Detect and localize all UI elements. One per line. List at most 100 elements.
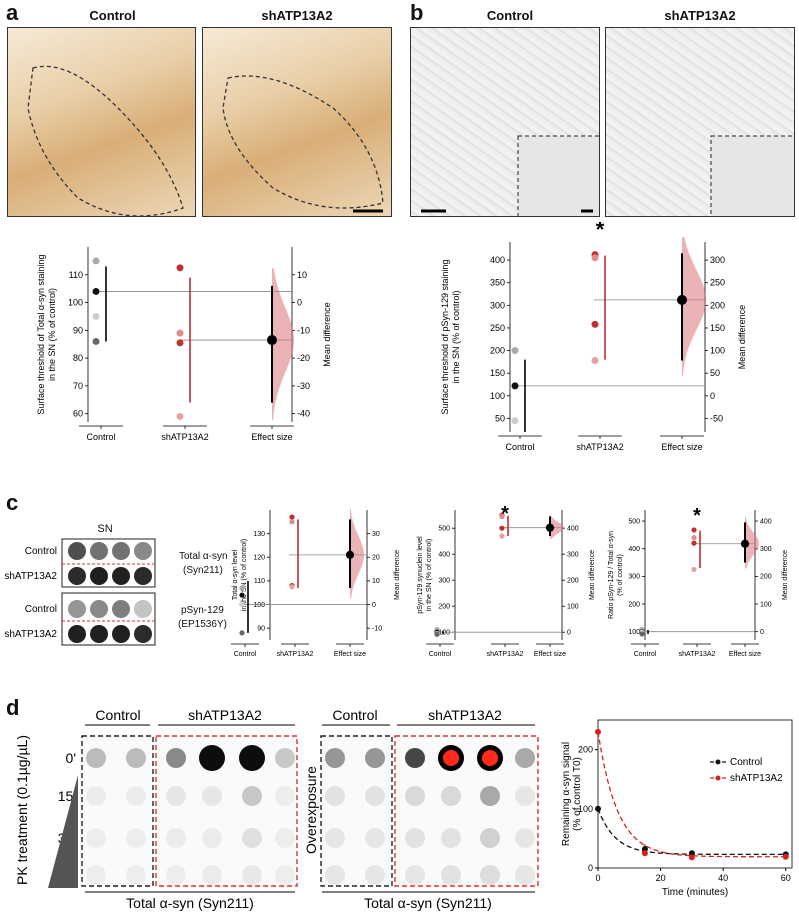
y2-axis-label: Mean difference [589,550,596,600]
d-dot-overexposed [480,786,500,806]
d-dot [275,828,295,848]
d-chart-frame [597,719,793,869]
chart-b: 50 100 150 200 250 300 350 400 300 250 200 150 100 50… [440,222,747,452]
d-dot-overexposed [515,786,535,806]
sh-point [691,566,697,573]
y-tick-label: 200 [628,601,640,608]
d-dot [126,748,146,768]
y2-tick-label: 10 [372,578,380,585]
sh-point [591,254,599,262]
blot-row-label: shATP13A2 [5,571,57,582]
control-point [639,631,645,637]
sh-point [289,584,295,590]
y2-tick-label: -10 [297,325,310,335]
x-tick-label: 0 [595,873,600,883]
y-axis-label: Ratio pSyn-129 / Total α-syn [608,531,615,619]
y-tick-label: 400 [628,546,640,553]
y-tick-label: 100 [253,602,265,609]
effect-point [545,523,555,532]
d-frame-control-right [320,735,393,887]
y2-axis-label: Mean difference [394,550,401,600]
d-saturation-red [482,750,498,766]
panel-letter-b: b [410,0,424,25]
d-dot-overexposed [480,865,500,885]
d-point [595,805,601,812]
sh-point [691,527,697,533]
panel-b-header-sh: shATP13A2 [664,8,736,23]
control-point [511,382,519,390]
effect-violin [745,516,759,569]
d-dot-overexposed [515,748,535,768]
d-dot [239,745,265,771]
x-tick-label: shATP13A2 [679,651,716,658]
x-axis-label: Time (minutes) [662,887,728,898]
d-dot [126,786,146,806]
blot-label-3: pSyn-129 [181,605,224,616]
control-point [434,631,440,637]
d-series-line [597,731,786,858]
y-tick-label: 100 [578,804,593,814]
y-axis-label: Remaining α-syn signal [561,742,572,846]
d-dot [86,748,106,768]
d-dot [126,828,146,848]
panel-letter-d: d [6,695,20,720]
d-point [688,850,695,857]
y-tick-label: 250 [490,323,505,333]
x-tick-label: Control [234,651,257,658]
blot-dot [68,567,86,585]
blot-dot [112,600,130,618]
y-tick-label: 350 [490,278,505,288]
panel-letter-a: a [6,0,19,25]
control-point [239,630,245,636]
y-tick-label: 50 [495,413,505,423]
x-tick-label: 60 [781,873,791,883]
y2-tick-label: 300 [710,255,725,265]
y-tick-label: 150 [490,368,505,378]
y2-tick-label: 0 [372,602,376,609]
y2-tick-label: 250 [710,278,725,288]
y2-tick-label: -20 [297,353,310,363]
sh-point [176,329,184,337]
d-dot-overexposed [365,865,385,885]
d-dot-overexposed [515,828,535,848]
d-dot [242,865,262,885]
y2-tick-label: -50 [710,413,723,423]
control-point [92,287,100,295]
panel-c-blot: Control shATP13A2 Control shATP13A2 [4,537,225,657]
y2-axis-label: Mean difference [322,302,332,366]
d-dot-overexposed [515,865,535,885]
blot-label-1: Total α-syn [179,551,228,562]
blot-dot [112,567,130,585]
d-dot-overexposed [365,828,385,848]
sh-point [289,519,295,525]
x-tick-label: Effect size [334,651,366,658]
sh-point [591,357,599,365]
d-dot-overexposed [405,828,425,848]
sh-point [499,525,505,531]
blot-dot [90,542,108,560]
y-axis-label: (% of control) [617,554,624,596]
sh-point [499,533,505,539]
y2-axis-label: Mean difference [782,550,789,600]
y2-tick-label: 10 [297,270,307,280]
y-tick-label: 400 [490,255,505,265]
y-axis-label: Total α-syn level [232,549,239,600]
y-tick-label: 130 [253,531,265,538]
y-axis-label: Surface threshold of Total α-syn stainin… [36,254,46,414]
blot-row-label: shATP13A2 [5,629,57,640]
y2-tick-label: 20 [372,555,380,562]
control-point [511,417,519,425]
y2-tick-label: 30 [372,531,380,538]
significance-star: * [501,503,509,525]
y2-tick-label: 300 [567,552,579,559]
d-pk-label: PK treatment (0.1µg/µL) [14,735,30,885]
effect-point [267,335,277,346]
x-tick-label: shATP13A2 [161,432,208,442]
y2-tick-label: 0 [297,298,302,308]
d-dot [86,786,106,806]
panel-c-sn-label: SN [97,523,113,535]
control-point [239,601,245,608]
y-tick-label: 400 [438,552,450,559]
y-tick-label: 120 [253,555,265,562]
sh-point [176,339,184,347]
